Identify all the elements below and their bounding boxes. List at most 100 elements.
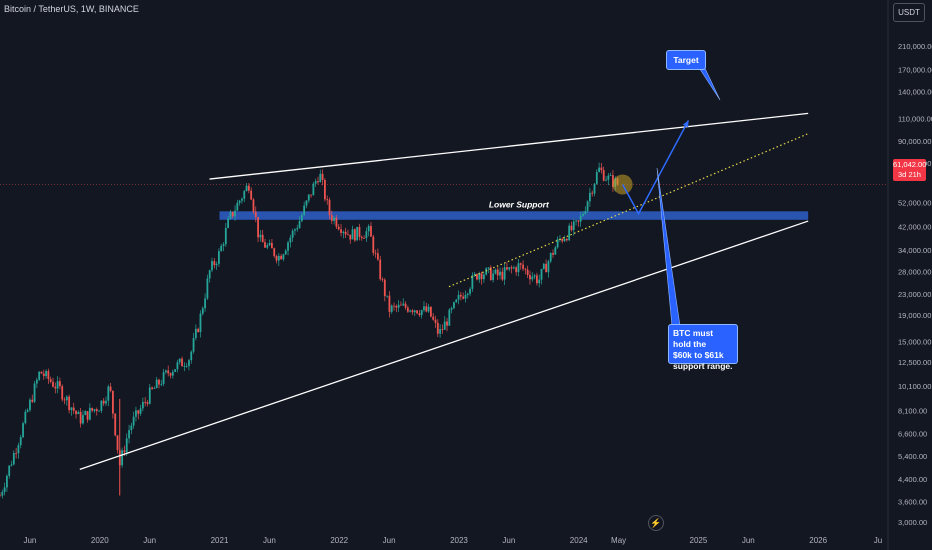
candle-body [148, 387, 151, 404]
candle-body [224, 227, 227, 245]
candle-body [298, 221, 301, 229]
candle-body [515, 267, 518, 273]
candle-body [450, 308, 453, 310]
candle-body [112, 390, 114, 414]
candle-body [480, 273, 483, 280]
candle-body [218, 251, 220, 264]
candle-body [459, 294, 462, 297]
candle-body [395, 306, 398, 308]
candle-body [406, 307, 409, 312]
candle-body [464, 294, 467, 299]
candle-body [365, 231, 368, 239]
candle-body [473, 273, 476, 276]
y-tick-label: 15,000.00 [898, 338, 931, 347]
current-price-tag: 61,042.00 3d 21h [893, 159, 926, 181]
candle-body [268, 242, 271, 246]
candle-body [342, 231, 345, 233]
candle-body [397, 304, 400, 308]
target-callout[interactable]: Target [666, 50, 706, 70]
x-tick-label: 2022 [330, 536, 348, 545]
candle-body [188, 360, 190, 367]
candle-body [88, 407, 91, 420]
candle-body [478, 273, 481, 280]
x-tick-label: Jun [742, 536, 755, 545]
candle-body [35, 379, 38, 384]
candle-body [171, 371, 174, 376]
candle-body [579, 215, 582, 222]
candle-body [280, 255, 283, 260]
candle-body [326, 199, 329, 201]
candle-body [517, 263, 520, 273]
candle-body [363, 238, 365, 239]
symbol-header[interactable]: Bitcoin / TetherUS, 1W, BINANCE [4, 4, 139, 14]
y-tick-label: 5,400.00 [898, 452, 927, 461]
candle-body [575, 220, 577, 222]
candle-body [303, 205, 306, 215]
candle-body [247, 185, 250, 191]
candle-body [469, 288, 471, 294]
candle-body [540, 268, 543, 280]
trendline-upper [209, 112, 809, 180]
candle-body [234, 210, 236, 217]
candle-body [185, 366, 188, 367]
x-tick-label: Jun [502, 536, 515, 545]
candle-body [22, 423, 24, 438]
candle-body [598, 167, 601, 173]
candle-body [125, 438, 128, 453]
y-tick-label: 3,000.00 [898, 518, 927, 527]
candle-body [264, 242, 266, 248]
candle-body [215, 263, 218, 266]
candle-body [174, 369, 177, 372]
candle-body [238, 200, 241, 203]
candle-body [344, 231, 347, 235]
candle-body [552, 252, 554, 255]
bar-countdown: 3d 21h [898, 170, 921, 179]
candle-body [328, 199, 331, 216]
lightning-icon[interactable]: ⚡ [648, 515, 664, 531]
y-tick-label: 28,000.00 [898, 268, 931, 277]
candle-body [482, 274, 485, 280]
candle-body [436, 322, 439, 334]
candle-body [561, 238, 564, 242]
y-tick-label: 110,000.00 [898, 114, 932, 123]
candle-body [607, 175, 610, 180]
candle-body [296, 228, 299, 230]
candle-body [254, 211, 257, 218]
candle-body [485, 268, 488, 275]
candle-body [132, 416, 135, 426]
candle-body [86, 411, 89, 420]
y-tick-label: 4,400.00 [898, 475, 927, 484]
candle-body [10, 464, 13, 466]
candle-body [377, 253, 379, 260]
candle-body [245, 185, 248, 192]
candle-body [423, 306, 425, 311]
candle-body [413, 310, 416, 313]
x-tick-label: Jun [143, 536, 156, 545]
candle-body [476, 273, 478, 280]
candle-body [565, 238, 568, 241]
candle-body [144, 401, 147, 403]
candle-body [388, 295, 391, 312]
projection-path [621, 120, 690, 216]
candle-body [430, 306, 432, 317]
candle-body [411, 310, 414, 313]
candle-body [155, 379, 158, 389]
candle-body [15, 453, 18, 454]
candle-body [510, 267, 513, 269]
candle-body [358, 226, 361, 237]
note-line-2: $60k to $61k [673, 350, 724, 360]
candle-body [160, 383, 163, 385]
candle-body [404, 303, 407, 308]
candle-body [349, 234, 352, 240]
candle-body [72, 407, 75, 411]
candle-body [59, 381, 61, 387]
candle-body [563, 238, 566, 242]
currency-button[interactable]: USDT [893, 3, 925, 22]
candle-body [128, 430, 130, 439]
candle-body [178, 358, 181, 363]
candle-body [446, 321, 448, 326]
candle-body [19, 437, 22, 446]
candle-body [508, 267, 511, 270]
support-note-callout[interactable]: BTC must hold the $60k to $61k support r… [668, 324, 738, 371]
